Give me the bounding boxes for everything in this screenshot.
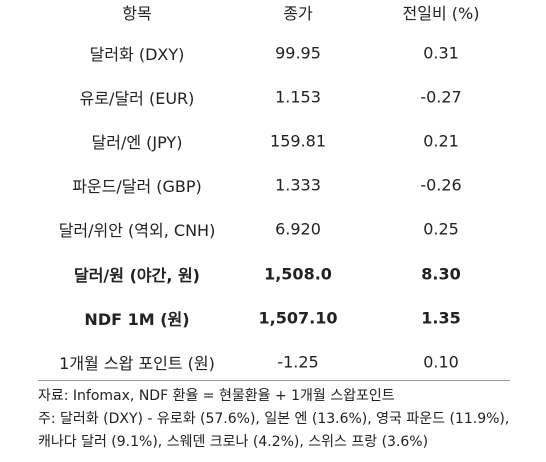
table-cell: 파운드/달러 (GBP) <box>72 177 202 197</box>
note: 캐나다 달러 (9.1%), 스웨덴 크로나 (4.2%), 스위스 프랑 (3… <box>38 434 429 450</box>
table-cell: 1.35 <box>421 308 461 328</box>
table-cell: 달러화 (DXY) <box>89 45 185 64</box>
note: 주: 달러화 (DXY) - 유로화 (57.6%), 일본 엔 (13.6%)… <box>38 411 510 427</box>
table-cell: 달러/원 (야간, 원) <box>73 265 201 285</box>
table-cell: 0.10 <box>423 352 459 372</box>
note: 자료: Infomax, NDF 환율 = 현물환율 + 1개월 스왑포인트 <box>38 388 395 404</box>
table-cell: 1.333 <box>275 175 321 195</box>
table-cell: -0.26 <box>420 175 462 195</box>
table-rule <box>38 380 510 381</box>
table-cell: 159.81 <box>270 131 326 151</box>
table-cell: 0.21 <box>423 131 459 151</box>
table-cell: 유로/달러 (EUR) <box>79 89 195 109</box>
table-cell: 0.31 <box>423 43 459 63</box>
table-cell: 99.95 <box>275 43 321 63</box>
table-cell: 6.920 <box>275 219 321 239</box>
header-cell: 종가 <box>283 4 313 23</box>
table-cell: 1,508.0 <box>264 264 332 283</box>
header-cell: 항목 <box>122 4 152 23</box>
table-cell: -0.27 <box>420 87 462 107</box>
table-cell: NDF 1M (원) <box>84 309 190 329</box>
table-cell: 1.153 <box>275 87 321 107</box>
table-cell: 달러/위안 (역외, CNH) <box>58 221 216 241</box>
table-cell: -1.25 <box>277 352 319 372</box>
table-cell: 1개월 스왑 포인트 (원) <box>59 353 215 373</box>
table-cell: 1,507.10 <box>258 308 338 328</box>
header-cell: 전일비 (%) <box>402 4 480 23</box>
table-cell: 0.25 <box>423 219 459 239</box>
table-cell: 8.30 <box>421 264 461 283</box>
table-cell: 달러/엔 (JPY) <box>91 133 183 153</box>
